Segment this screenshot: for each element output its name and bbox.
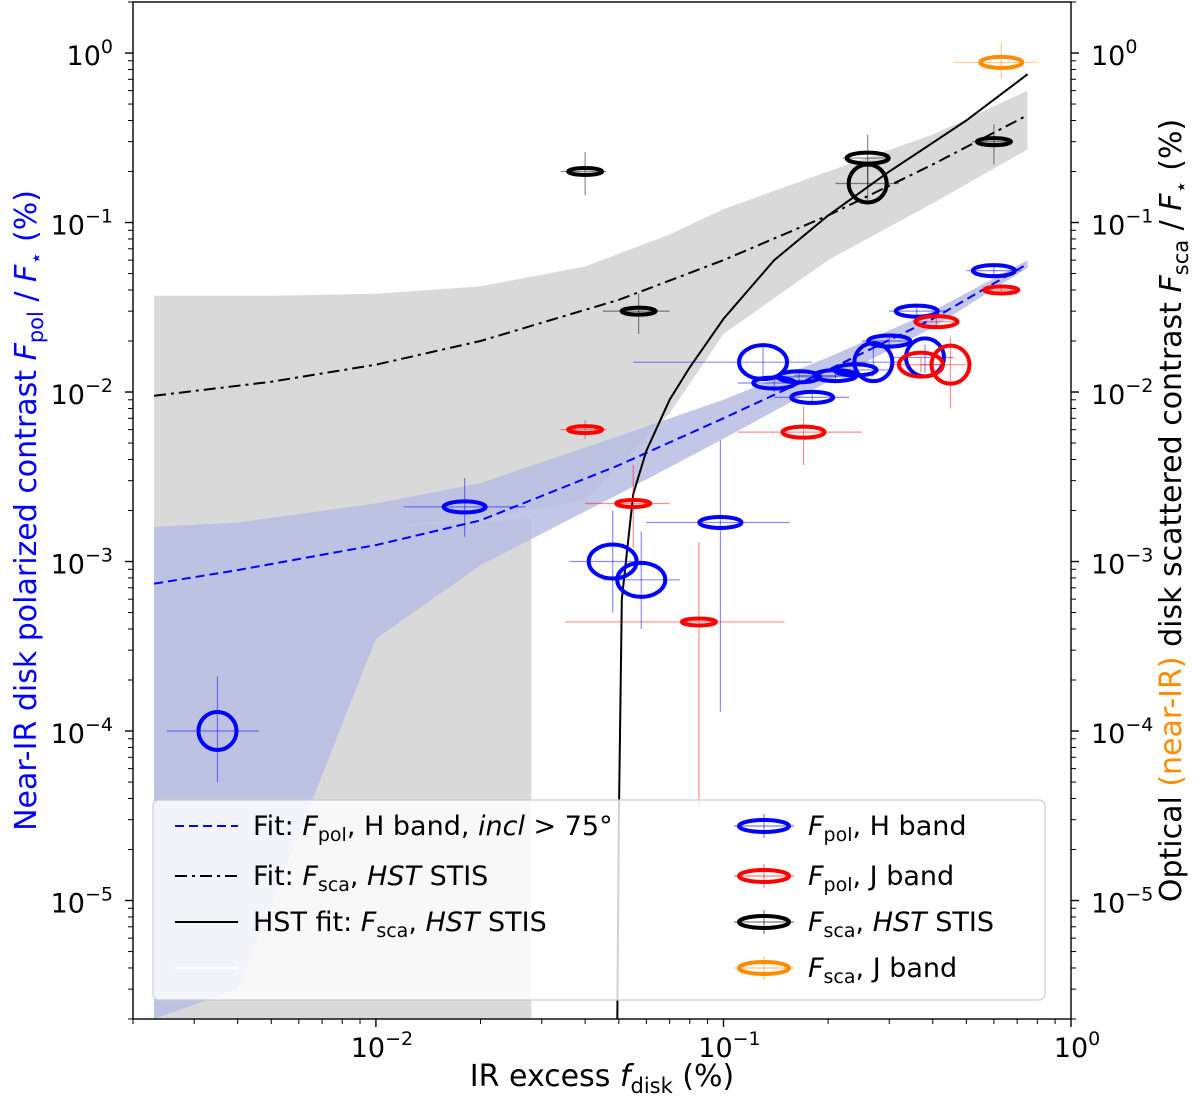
- fpol_h-point-12: [861, 333, 917, 349]
- fpol_h-point-8: [774, 389, 850, 405]
- fsca_hst-point-4: [972, 124, 1013, 165]
- axis-ticks: [125, 1, 1079, 1027]
- legend-label-fsca_hst: Fsca, HST STIS: [808, 907, 994, 942]
- y2-tick-label: 10−5: [1091, 884, 1153, 920]
- fsca_hst-point-0: [560, 152, 607, 196]
- legend-label-fpol_j: Fpol, J band: [808, 861, 954, 896]
- fpol_h-point-3: [602, 531, 681, 629]
- fsca_hst-point-3: [835, 162, 900, 205]
- legend-label-fsca_j: Fsca, J band: [808, 953, 957, 988]
- legend-marker-fsca_j: [737, 960, 791, 976]
- axis-labels: 10−2 10−1 100 10−5 10−5 10−4 10−4 10−3 10−3 10−2 1…: [9, 36, 1193, 1098]
- legend-label-fpol_h: Fpol, H band: [808, 811, 967, 846]
- fpol_j-point-6: [920, 337, 972, 409]
- fit_fsca_stis: [153, 114, 1029, 397]
- legend-marker-fpol_h: [737, 818, 791, 834]
- y-tick-label: 10−5: [51, 884, 113, 920]
- y-axis-title: Near-IR disk polarized contrast Fpol / F…: [9, 190, 48, 831]
- fpol_h-point-4: [646, 440, 790, 712]
- y-tick-label: 10−1: [51, 206, 113, 242]
- legend: Fit: Fpol, H band, incl > 75° Fit: Fsca, …: [152, 799, 1046, 1001]
- y2-tick-label: 10−1: [1091, 206, 1153, 242]
- fpol_j-point-2: [565, 542, 785, 809]
- fsca_hst-point-1: [602, 293, 670, 334]
- series-fsca_hst: [560, 124, 1013, 334]
- fpol_h-point-7: [750, 368, 856, 386]
- y2-tick-label: 10−2: [1091, 375, 1153, 411]
- fpol_j-point-7: [980, 284, 1021, 296]
- fpol_j-point-5: [912, 314, 960, 330]
- legend-label-fit_hst: HST fit: Fsca, HST STIS: [253, 907, 547, 942]
- x-tick-label: 10−1: [698, 1028, 760, 1064]
- y2-tick-label: 10−3: [1091, 545, 1153, 581]
- fpol_j-point-0: [560, 420, 607, 439]
- fpol_h-point-1: [403, 478, 526, 537]
- series-fpol_j: [560, 284, 1021, 809]
- legend-label-fit_fpol_h: Fit: Fpol, H band, incl > 75°: [253, 811, 613, 846]
- x-tick-label: 10−2: [351, 1028, 413, 1064]
- fpol_h-point-13: [889, 303, 948, 319]
- legend-box: [152, 799, 1046, 1001]
- x-axis-title: IR excess fdisk (%): [470, 1059, 734, 1098]
- y-tick-label: 10−2: [51, 375, 113, 411]
- y-tick-label: 10−3: [51, 545, 113, 581]
- legend-label-fit_fsca_stis: Fit: Fsca, HST STIS: [253, 861, 488, 896]
- legend-marker-fpol_j: [737, 868, 791, 884]
- x-tick-label: 100: [1054, 1028, 1100, 1064]
- series-fpol_h: [166, 263, 1022, 783]
- y-tick-label: 10−4: [51, 714, 113, 750]
- fpol_h-point-15: [966, 263, 1022, 279]
- y2-axis-title: Optical (near-IR) disk scattered contras…: [1154, 119, 1193, 902]
- fsca_j-point-0: [953, 42, 1038, 80]
- y-tick-label: 100: [67, 36, 113, 72]
- fpol_j-point-3: [737, 406, 862, 466]
- legend-marker-fsca_hst: [737, 914, 791, 930]
- y2-tick-label: 10−4: [1091, 714, 1153, 750]
- data-points: [166, 42, 1038, 809]
- series-fsca_j: [953, 42, 1038, 80]
- fit_hst: [616, 73, 1029, 1019]
- fpol_j-point-1: [585, 465, 670, 549]
- y2-tick-label: 100: [1091, 36, 1137, 72]
- band_stis: [154, 90, 1028, 527]
- fpol_h-point-0: [166, 676, 259, 783]
